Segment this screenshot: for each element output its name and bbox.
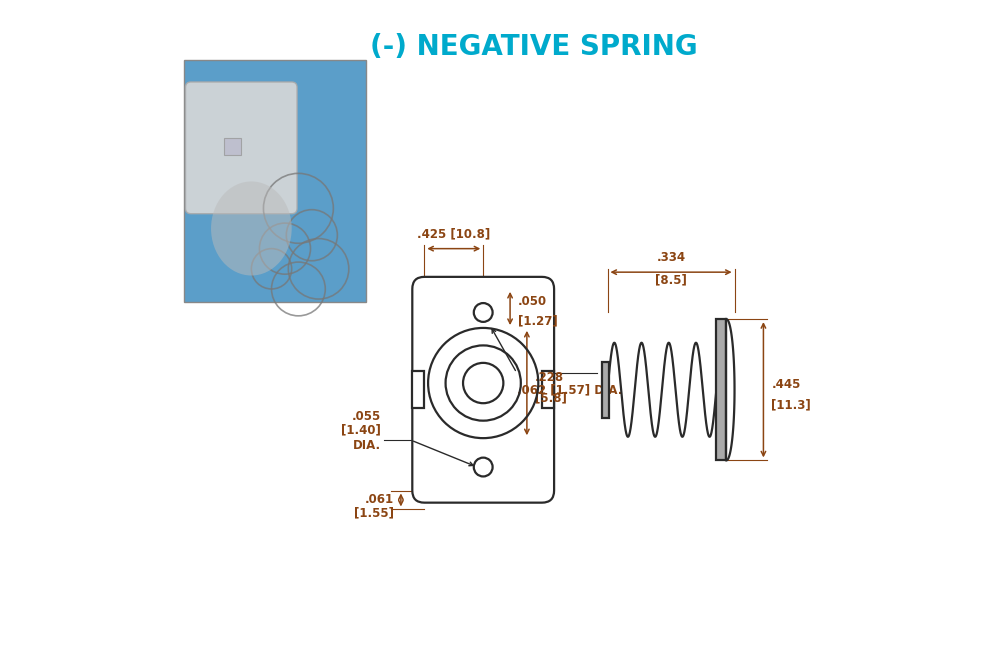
Text: DIA.: DIA.	[353, 439, 381, 452]
Text: .425 [10.8]: .425 [10.8]	[417, 228, 490, 241]
Text: [1.40]: [1.40]	[341, 424, 381, 437]
Bar	[602, 362, 609, 418]
Text: (-) NEGATIVE SPRING: (-) NEGATIVE SPRING	[370, 33, 697, 61]
Text: .055: .055	[351, 411, 381, 423]
Bar	[184, 60, 366, 302]
Bar	[716, 319, 726, 460]
FancyBboxPatch shape	[186, 82, 297, 214]
Text: .050: .050	[518, 295, 547, 308]
Text: [5.8]: [5.8]	[535, 391, 567, 405]
Text: .062 [1.57] DIA.: .062 [1.57] DIA.	[517, 383, 622, 396]
Text: .228: .228	[535, 371, 564, 384]
Bar	[412, 371, 424, 409]
Ellipse shape	[211, 181, 292, 276]
Text: .061: .061	[365, 493, 394, 507]
Bar	[224, 138, 241, 155]
Text: .445: .445	[771, 378, 801, 391]
Text: .334: .334	[656, 251, 686, 264]
Text: [1.55]: [1.55]	[354, 507, 394, 520]
Text: [8.5]: [8.5]	[655, 274, 687, 286]
Text: [1.27]: [1.27]	[518, 314, 558, 327]
Bar	[542, 371, 554, 409]
FancyBboxPatch shape	[412, 277, 554, 503]
Text: [11.3]: [11.3]	[771, 398, 811, 411]
